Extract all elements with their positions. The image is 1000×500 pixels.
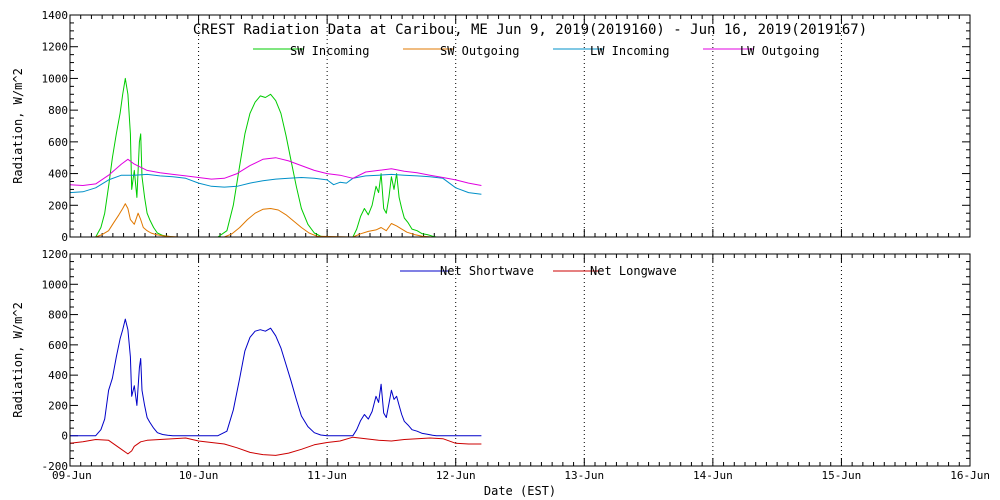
bottom-y-tick-label: 400: [48, 369, 68, 382]
bottom-y-tick-label: 1200: [42, 248, 69, 261]
top-y-tick-label: 200: [48, 199, 68, 212]
series-line-lw_in: [69, 173, 482, 195]
top-y-tick-label: 0: [61, 231, 68, 244]
legend-label-sw-outgoing: SW Outgoing: [440, 44, 519, 58]
top-y-tick-label: 400: [48, 168, 68, 181]
chart-title: CREST Radiation Data at Caribou, ME Jun …: [193, 22, 867, 38]
legend-label-net-shortwave: Net Shortwave: [440, 264, 534, 278]
bottom-y-tick-label: 800: [48, 309, 68, 322]
bottom-panel-series: [69, 318, 482, 456]
top-panel-y-tick-labels: 0 200 400 600 800 1000 1200 1400: [42, 9, 69, 244]
top-legend: SW Incoming SW Outgoing LW Incoming LW O…: [253, 44, 819, 58]
series-line-net_lw: [69, 436, 482, 456]
bottom-y-axis-label: Radiation, W/m^2: [11, 302, 25, 418]
bottom-panel: -200 0 200 400 600 800 1000 1200 Radiation, W/m…: [11, 248, 971, 473]
legend-label-net-longwave: Net Longwave: [590, 264, 677, 278]
x-tick-label: 10-Jun: [179, 469, 219, 482]
legend-label-sw-incoming: SW Incoming: [290, 44, 369, 58]
x-tick-labels: 09-Jun 10-Jun 11-Jun 12-Jun 13-Jun 14-Jun 15-J…: [52, 469, 990, 482]
series-line-lw_out: [69, 157, 482, 186]
series-line-net_sw: [70, 318, 482, 437]
x-tick-label: 14-Jun: [693, 469, 733, 482]
bottom-y-tick-label: 600: [48, 339, 68, 352]
top-panel: 0 200 400 600 800 1000 1200 1400 Radiation, W/m…: [11, 9, 971, 244]
bottom-y-tick-label: 0: [61, 430, 68, 443]
x-tick-label: 11-Jun: [307, 469, 347, 482]
top-panel-frame: [69, 14, 971, 238]
bottom-panel-grid: [198, 254, 842, 466]
top-panel-ticks: [69, 14, 971, 238]
bottom-y-tick-label: 200: [48, 399, 68, 412]
bottom-y-tick-label: 1000: [42, 278, 69, 291]
top-panel-series: [69, 77, 482, 238]
series-line-sw_out: [95, 203, 433, 238]
top-y-axis-label: Radiation, W/m^2: [11, 68, 25, 184]
bottom-y-tick-label: -200: [42, 460, 69, 473]
legend-label-lw-outgoing: LW Outgoing: [740, 44, 819, 58]
top-y-tick-label: 1000: [42, 72, 69, 85]
x-tick-label: 15-Jun: [822, 469, 862, 482]
x-tick-label: 16-Jun: [950, 469, 990, 482]
top-y-tick-label: 1200: [42, 41, 69, 54]
legend-label-lw-incoming: LW Incoming: [590, 44, 669, 58]
x-tick-label: 09-Jun: [52, 469, 92, 482]
top-panel-grid: [198, 15, 842, 237]
bottom-panel-ticks: [69, 253, 971, 467]
x-tick-label: 12-Jun: [436, 469, 476, 482]
top-y-tick-label: 800: [48, 104, 68, 117]
x-axis-label: Date (EST): [484, 484, 556, 498]
bottom-panel-y-tick-labels: -200 0 200 400 600 800 1000 1200: [42, 248, 69, 473]
bottom-panel-frame: [69, 253, 971, 467]
bottom-legend: Net Shortwave Net Longwave: [400, 264, 677, 278]
x-tick-label: 13-Jun: [564, 469, 604, 482]
top-y-tick-label: 600: [48, 136, 68, 149]
top-y-tick-label: 1400: [42, 9, 69, 22]
series-line-sw_in: [95, 77, 437, 238]
